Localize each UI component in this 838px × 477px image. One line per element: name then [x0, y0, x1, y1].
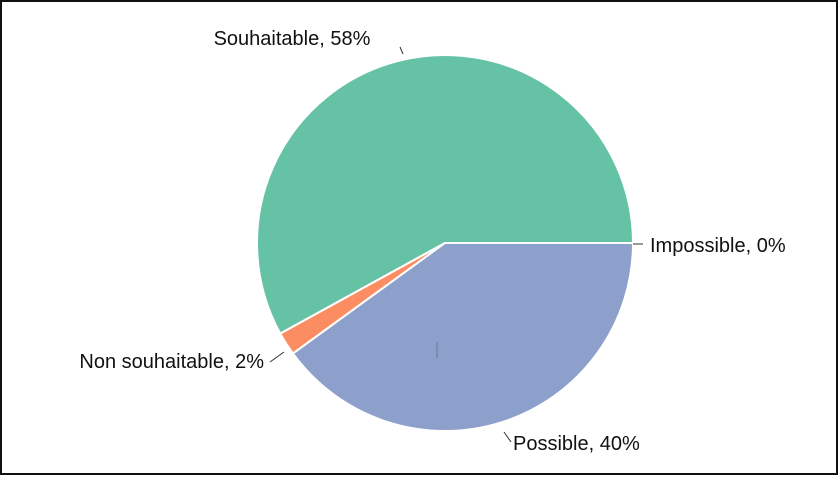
leader-lines [269, 46, 643, 443]
leader-line [269, 351, 285, 363]
slice-labels: Souhaitable, 58% Impossible, 0% Possible, … [79, 28, 785, 455]
pie-slice [291, 242, 635, 432]
pie-slice [256, 54, 635, 335]
pie-slices [256, 54, 635, 432]
slice-label: Possible, 40% [513, 433, 640, 455]
leader-line [503, 431, 512, 443]
leader-line [399, 46, 404, 55]
slice-label: Impossible, 0% [650, 235, 786, 257]
slice-label: Non souhaitable, 2% [79, 351, 264, 373]
slice-label: Souhaitable, 58% [214, 28, 371, 50]
